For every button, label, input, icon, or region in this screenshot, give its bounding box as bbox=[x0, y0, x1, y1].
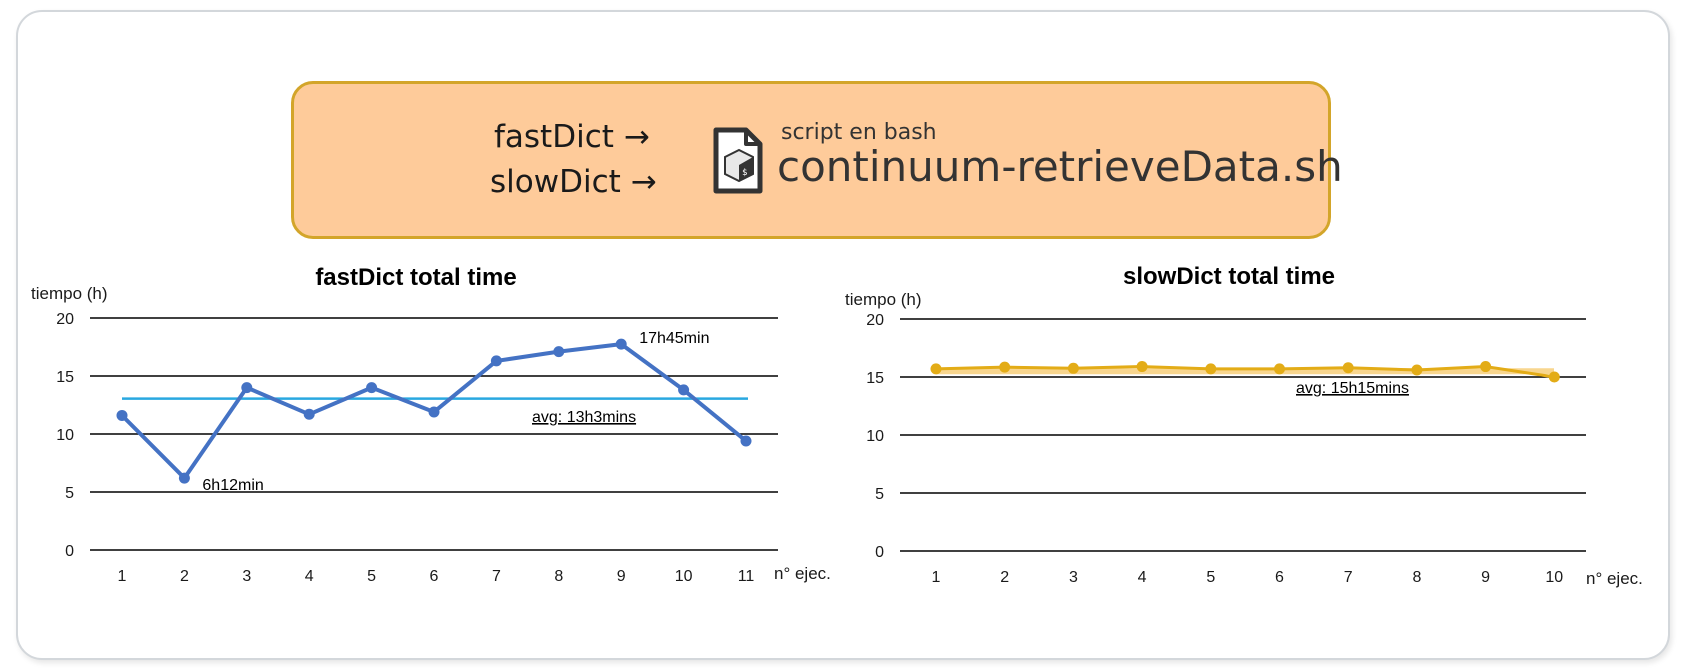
data-point bbox=[678, 384, 690, 396]
right-arrow-icon: → bbox=[623, 119, 650, 155]
data-label: 6h12min bbox=[202, 477, 263, 494]
x-tick-label: 1 bbox=[932, 569, 941, 586]
data-point bbox=[1274, 363, 1285, 375]
data-point bbox=[1411, 364, 1423, 376]
slowdict-label-row: slowDict → bbox=[490, 165, 657, 199]
y-tick-label: 15 bbox=[866, 370, 884, 387]
x-tick-label: 4 bbox=[1138, 569, 1147, 586]
fastdict-label-row: fastDict → bbox=[494, 120, 650, 154]
data-point bbox=[1136, 361, 1148, 373]
svg-text:$: $ bbox=[742, 168, 747, 178]
x-tick-label: 5 bbox=[1206, 569, 1215, 586]
x-tick-label: 4 bbox=[305, 568, 314, 585]
chart-title: fastDict total time bbox=[315, 264, 516, 291]
data-point bbox=[1342, 362, 1354, 374]
data-label: 17h45min bbox=[639, 330, 709, 347]
data-point bbox=[999, 361, 1011, 373]
x-axis-label: n° ejec. bbox=[1586, 569, 1643, 588]
slowdict-chart: slowDict total time tiempo (h) n° ejec. 0 5 1… bbox=[845, 263, 1643, 588]
x-tick-label: 9 bbox=[617, 568, 626, 585]
y-tick-label: 5 bbox=[65, 485, 74, 502]
x-tick-label: 1 bbox=[118, 568, 127, 585]
x-tick-label: 6 bbox=[430, 568, 439, 585]
data-point bbox=[241, 382, 253, 394]
y-tick-label: 20 bbox=[56, 311, 74, 328]
x-tick-label: 3 bbox=[242, 568, 251, 585]
fastdict-chart: fastDict total time tiempo (h) n° ejec. 0 5 1… bbox=[31, 264, 831, 585]
x-tick-label: 11 bbox=[738, 568, 755, 585]
data-point bbox=[1205, 363, 1217, 375]
y-tick-label: 10 bbox=[56, 427, 74, 444]
x-tick-label: 8 bbox=[1412, 569, 1421, 586]
data-point bbox=[490, 355, 502, 367]
script-filename: continuum-retrieveData.sh bbox=[777, 142, 1343, 191]
data-point bbox=[1480, 361, 1492, 373]
script-caption: script en bash bbox=[781, 120, 937, 145]
y-tick-label: 0 bbox=[65, 543, 74, 560]
dictionary-name: fastDict bbox=[494, 119, 614, 155]
x-tick-label: 2 bbox=[180, 568, 189, 585]
series-line bbox=[935, 365, 1555, 379]
data-point bbox=[615, 338, 627, 350]
x-tick-label: 10 bbox=[1545, 569, 1563, 586]
x-tick-label: 10 bbox=[675, 568, 693, 585]
data-point bbox=[303, 408, 315, 420]
right-arrow-icon: → bbox=[630, 164, 657, 200]
chart-title: slowDict total time bbox=[1123, 263, 1335, 290]
bash-script-file-icon: $ bbox=[713, 127, 763, 194]
x-tick-label: 7 bbox=[1344, 569, 1353, 586]
y-axis-label: tiempo (h) bbox=[31, 284, 108, 303]
data-point bbox=[740, 435, 752, 447]
y-tick-label: 15 bbox=[56, 369, 74, 386]
data-point bbox=[116, 409, 128, 421]
average-label: avg: 15h15mins bbox=[1296, 380, 1409, 397]
average-label: avg: 13h3mins bbox=[532, 409, 636, 426]
x-tick-label: 7 bbox=[492, 568, 501, 585]
data-point bbox=[1067, 362, 1079, 374]
y-axis-label: tiempo (h) bbox=[845, 290, 922, 309]
data-point bbox=[428, 406, 440, 418]
x-tick-label: 3 bbox=[1069, 569, 1078, 586]
x-tick-label: 9 bbox=[1481, 569, 1490, 586]
data-point bbox=[930, 363, 942, 375]
y-tick-label: 10 bbox=[866, 428, 884, 445]
data-point bbox=[366, 382, 378, 394]
y-tick-label: 20 bbox=[866, 312, 884, 329]
x-tick-label: 8 bbox=[554, 568, 563, 585]
x-axis-label: n° ejec. bbox=[774, 564, 831, 583]
x-tick-label: 6 bbox=[1275, 569, 1284, 586]
dictionary-name: slowDict bbox=[490, 164, 621, 200]
data-point bbox=[178, 472, 190, 484]
data-point bbox=[553, 346, 565, 358]
data-point bbox=[1548, 371, 1560, 383]
script-banner: fastDict → slowDict → $ script en bash con… bbox=[291, 81, 1343, 239]
y-tick-label: 0 bbox=[875, 544, 884, 561]
x-tick-label: 2 bbox=[1000, 569, 1009, 586]
y-tick-label: 5 bbox=[875, 486, 884, 503]
x-tick-label: 5 bbox=[367, 568, 376, 585]
